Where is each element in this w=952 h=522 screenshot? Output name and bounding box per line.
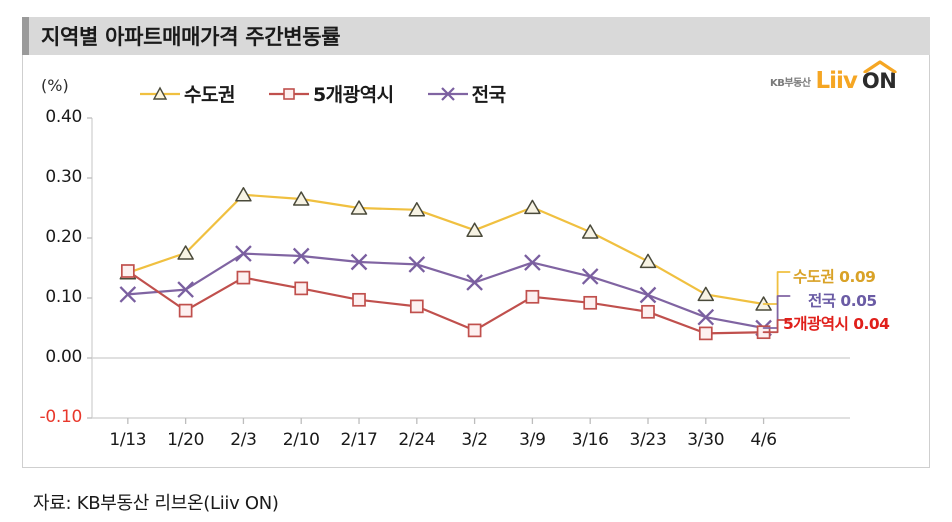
y-axis-tick-label: 0.40 [45,107,82,127]
y-axis-tick-label: 0.30 [45,167,82,187]
x-axis-tick-label: 2/10 [282,430,320,450]
x-axis-tick-label: 2/24 [398,430,436,450]
legend-item-jeonguk[interactable]: 전국 [427,80,506,107]
x-axis-tick-label: 2/17 [340,430,378,450]
logo-on-label: ON [861,68,897,93]
y-axis-tick-label: 0.10 [45,287,82,307]
x-axis-tick-label: 3/16 [571,430,609,450]
chart-legend: 수도권 5개광역시 전국 [140,80,506,107]
y-axis-tick-label: -0.10 [39,407,83,427]
x-axis-tick-label: 3/9 [519,430,546,450]
house-roof-icon [863,59,897,73]
x-axis-tick-label: 3/30 [687,430,725,450]
logo-kb-text: KB부동산 [770,77,811,89]
logo-liiv-text: Liiv [815,67,857,94]
x-axis-tick-label: 4/6 [750,430,777,450]
y-axis-tick-label: 0.20 [45,227,82,247]
kb-liiv-on-logo: KB부동산 Liiv ON [770,59,897,96]
x-axis-tick-label: 1/13 [109,430,147,450]
x-axis-tick-label: 1/20 [167,430,205,450]
source-footer: 자료: KB부동산 리브온(Liiv ON) [33,493,279,514]
annotation-sudogwon: 수도권 0.09 [793,268,876,286]
title-accent-bar [22,17,29,55]
chart-frame [22,55,930,468]
annotation-5gwangyeoksi: 5개광역시 0.04 [783,315,890,333]
legend-label-jeonguk: 전국 [471,84,506,106]
square-marker-icon [268,87,309,100]
x-axis-tick-label: 3/2 [461,430,488,450]
triangle-marker-icon [140,86,180,100]
x-axis-tick-label: 3/23 [629,430,667,450]
page-title: 지역별 아파트매매가격 주간변동률 [41,25,341,49]
legend-label-sudogwon: 수도권 [184,84,235,106]
annotation-jeonguk: 전국 0.05 [808,292,877,310]
y-axis-tick-label: 0.00 [45,347,82,367]
x-marker-icon [427,86,468,101]
legend-item-5gwangyeoksi[interactable]: 5개광역시 [268,80,394,107]
chart-title-bar: 지역별 아파트매매가격 주간변동률 [22,17,930,55]
x-axis-tick-label: 2/3 [230,430,257,450]
legend-label-5gwangyeoksi: 5개광역시 [312,84,394,106]
y-axis-unit-label: (%) [41,76,69,95]
legend-item-sudogwon[interactable]: 수도권 [140,80,235,107]
logo-on-text: ON [861,59,897,93]
